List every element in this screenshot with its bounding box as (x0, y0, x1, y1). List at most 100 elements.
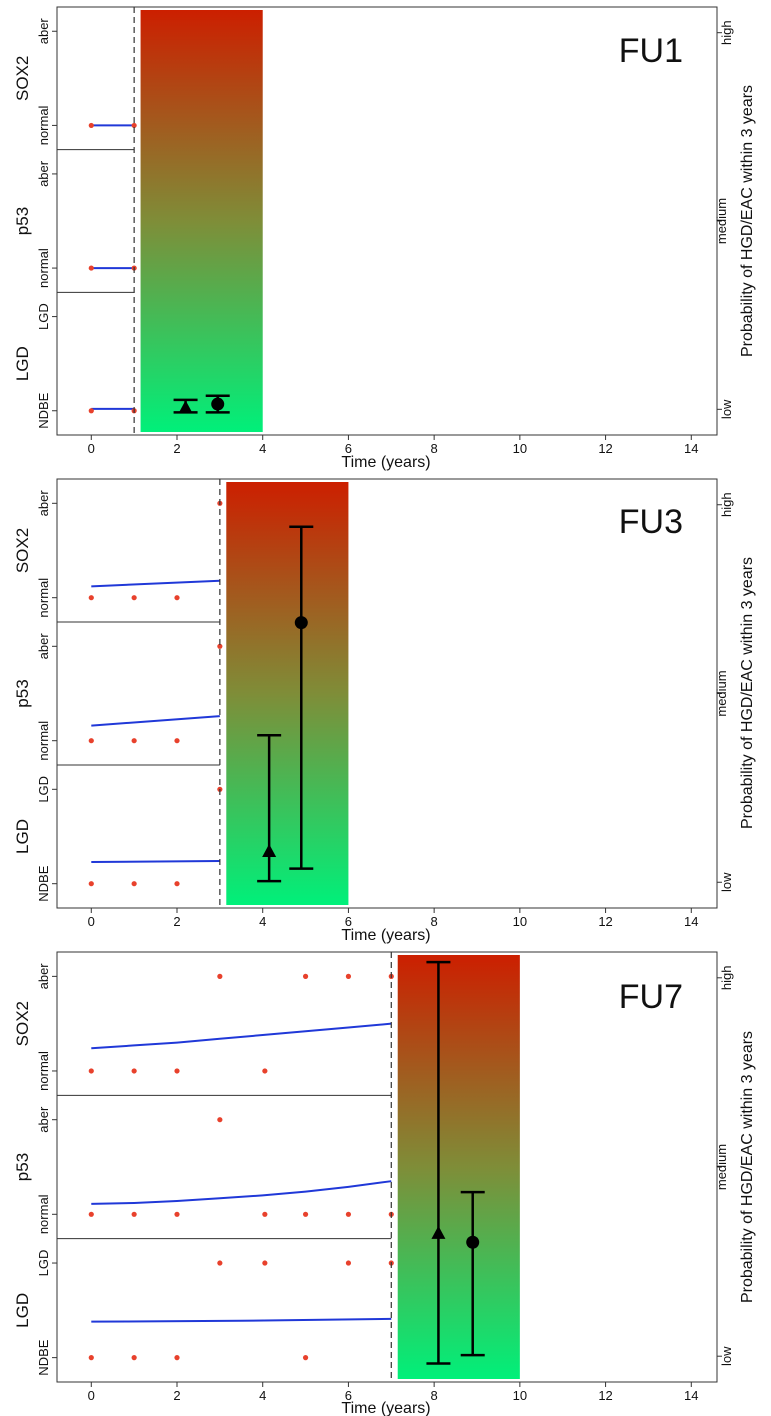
observation-point (262, 1260, 268, 1266)
panel-name: LGD (13, 1293, 32, 1328)
panel-label-fu1: FU1 (619, 32, 683, 70)
x-tick-label: 0 (88, 1388, 95, 1403)
observation-point (88, 408, 94, 414)
observation-point (131, 738, 137, 744)
chart-fu1: 0 2 4 6 8 10 12 14 FU1 Time (years) low medium hi… (13, 6, 756, 471)
observation-point (131, 1211, 137, 1217)
right-tick-label: high (719, 966, 734, 991)
observation-point (131, 122, 137, 129)
x-tick-label: 2 (173, 914, 180, 929)
y-level-label: normal (36, 578, 51, 618)
chart-fu7: 0 2 4 6 8 10 12 14 FU7 Time (years) low medium hi… (13, 951, 756, 1416)
x-axis-label: Time (years) (341, 454, 430, 471)
y-level-label: aber (36, 963, 51, 990)
estimate-circle (211, 397, 225, 411)
observation-point (174, 738, 180, 744)
observation-point (88, 265, 94, 271)
y-level-label: NDBE (36, 1339, 51, 1375)
observation-point (88, 1355, 94, 1361)
right-tick-label: high (719, 20, 734, 45)
estimate-circle (294, 616, 308, 630)
observation-point (217, 1260, 223, 1266)
x-tick-label: 2 (173, 441, 180, 456)
observation-point (131, 1355, 137, 1361)
trend-line (91, 1022, 392, 1050)
estimate-triangle (262, 843, 277, 857)
observation-point (174, 881, 180, 887)
x-tick-label: 4 (259, 1388, 266, 1403)
y-level-label: normal (36, 105, 51, 145)
estimate-circle (466, 1235, 480, 1249)
x-tick-label: 8 (431, 1388, 438, 1403)
observation-point (345, 973, 352, 979)
observation-point (174, 1355, 180, 1361)
trend-line (91, 1180, 392, 1205)
observation-point (262, 1068, 268, 1074)
x-tick-label: 8 (431, 441, 438, 456)
observation-point (88, 122, 94, 129)
observation-point (174, 1068, 180, 1074)
observation-point (131, 881, 137, 887)
x-tick-label: 0 (88, 441, 95, 456)
y-level-label: normal (36, 1051, 51, 1091)
right-tick-label: medium (714, 198, 729, 244)
panel-name: SOX2 (13, 56, 32, 101)
y-level-label: aber (36, 490, 51, 517)
x-tick-label: 12 (598, 914, 612, 929)
right-tick-label: low (719, 1346, 734, 1366)
observation-point (131, 1068, 137, 1074)
observation-point (302, 1211, 309, 1217)
x-tick-label: 0 (88, 914, 95, 929)
observation-point (302, 1355, 309, 1361)
risk-gradient-band (397, 955, 520, 1379)
chart-fu3: 0 2 4 6 8 10 12 14 FU3 Time (years) low medium hi… (13, 478, 756, 944)
y-level-label: LGD (36, 303, 51, 330)
x-tick-label: 10 (513, 441, 527, 456)
x-tick-label: 4 (259, 914, 266, 929)
x-tick-label: 12 (598, 1388, 612, 1403)
risk-gradient-band (140, 10, 263, 432)
panel-name: LGD (13, 819, 32, 854)
panel-name: p53 (13, 679, 32, 707)
observation-point (217, 643, 223, 649)
observation-point (345, 1260, 352, 1266)
x-tick-label: 4 (259, 441, 266, 456)
estimate-triangle (178, 400, 193, 414)
observation-point (88, 1211, 94, 1217)
y-level-label: aber (36, 633, 51, 660)
x-axis-label: Time (years) (341, 1400, 430, 1416)
panel-name: p53 (13, 207, 32, 235)
panel-name: LGD (13, 346, 32, 381)
y-level-label: LGD (36, 776, 51, 803)
observation-point (262, 1211, 268, 1217)
x-tick-label: 12 (598, 441, 612, 456)
x-tick-label: 8 (431, 914, 438, 929)
estimate-triangle (431, 1225, 446, 1239)
plot-frame (56, 478, 718, 909)
observation-point (217, 973, 223, 979)
observation-point (174, 595, 180, 601)
panel-label-fu3: FU3 (619, 503, 683, 541)
y-level-label: normal (36, 1194, 51, 1234)
observation-point (88, 738, 94, 744)
trend-line (91, 1317, 392, 1323)
right-axis-label: Probability of HGD/EAC within 3 years (739, 85, 756, 357)
panel-name: p53 (13, 1153, 32, 1181)
right-tick-label: low (719, 872, 734, 892)
right-tick-label: low (719, 399, 734, 419)
y-level-label: NDBE (36, 865, 51, 901)
observation-point (302, 973, 309, 979)
trend-line (91, 579, 220, 588)
x-tick-label: 10 (513, 1388, 527, 1403)
panel-name: SOX2 (13, 528, 32, 573)
right-tick-label: high (719, 492, 734, 517)
observation-point (217, 1117, 223, 1123)
y-level-label: aber (36, 18, 51, 45)
x-tick-label: 14 (684, 1388, 698, 1403)
x-tick-label: 2 (173, 1388, 180, 1403)
right-tick-label: medium (714, 1144, 729, 1190)
observation-point (88, 1068, 94, 1074)
y-level-label: aber (36, 1106, 51, 1133)
y-level-label: LGD (36, 1250, 51, 1277)
